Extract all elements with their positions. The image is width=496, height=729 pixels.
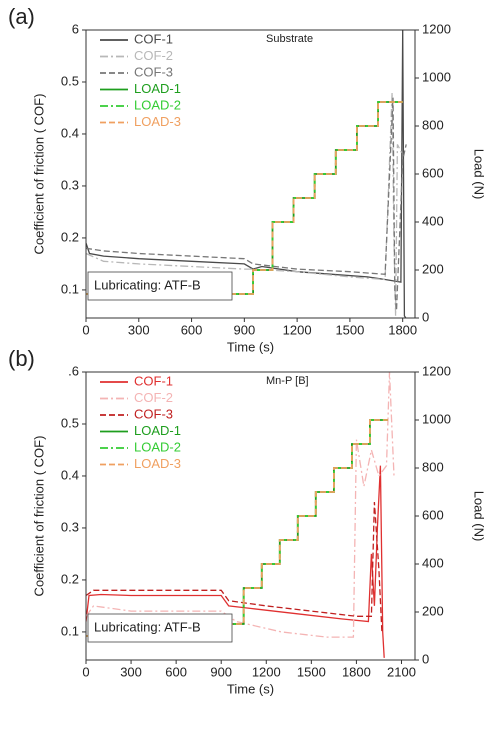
panel-label: (a): [8, 4, 35, 29]
legend-label: LOAD-3: [134, 456, 181, 471]
y-tick-label: 0.4: [61, 467, 79, 482]
x-axis-label: Time (s): [227, 339, 274, 354]
y2-tick-label: 1000: [422, 411, 451, 426]
legend-label: LOAD-2: [134, 439, 181, 454]
x-tick-label: 900: [233, 322, 255, 337]
series-line: [86, 92, 404, 316]
annotation: Lubricating: ATF-B: [94, 619, 201, 634]
y-tick-label: 0.3: [61, 519, 79, 534]
y-tick-label: 0.5: [61, 415, 79, 430]
y-tick-label: 0.5: [61, 73, 79, 88]
x-tick-label: 300: [128, 322, 150, 337]
y2-tick-label: 800: [422, 117, 444, 132]
series-line: [86, 101, 403, 295]
panel-title: Substrate: [266, 33, 313, 45]
y-tick-label: 6: [72, 21, 79, 36]
plot-lines: [86, 372, 395, 658]
y-tick-label: 0.1: [61, 623, 79, 638]
legend-label: COF-2: [134, 48, 173, 63]
legend-label: COF-3: [134, 406, 173, 421]
x-tick-label: 300: [120, 664, 142, 679]
y-tick-label: 0.3: [61, 177, 79, 192]
y-tick-label: 0.2: [61, 229, 79, 244]
series-line: [86, 419, 388, 637]
legend-label: LOAD-3: [134, 114, 181, 129]
y2-tick-label: 600: [422, 507, 444, 522]
series-line: [86, 501, 383, 632]
y-tick-label: 0.4: [61, 125, 79, 140]
plot-lines: [86, 30, 407, 318]
x-tick-label: 2100: [387, 664, 416, 679]
y-tick-label: 0.1: [61, 281, 79, 296]
x-tick-label: 1500: [297, 664, 326, 679]
y2-tick-label: 0: [422, 309, 429, 324]
series-line: [86, 419, 388, 637]
x-tick-label: 600: [165, 664, 187, 679]
panel-label: (b): [8, 346, 35, 371]
annotation-box: [87, 613, 233, 643]
y2-tick-label: 1200: [422, 363, 451, 378]
panel-title: Mn-P [B]: [266, 375, 309, 387]
series-line: [86, 419, 388, 637]
y2-tick-label: 800: [422, 459, 444, 474]
legend-label: LOAD-2: [134, 97, 181, 112]
y-axis-label: Coefficient of friction ( COF): [31, 436, 46, 597]
legend-label: COF-1: [134, 373, 173, 388]
x-tick-label: 1200: [252, 664, 281, 679]
plot-frame: [85, 371, 416, 661]
y-tick-label: 0.2: [61, 571, 79, 586]
x-tick-label: 900: [210, 664, 232, 679]
y2-axis-label: Load (N): [472, 149, 487, 200]
legend-label: COF-3: [134, 64, 173, 79]
series-line: [86, 372, 395, 638]
y2-tick-label: 600: [422, 165, 444, 180]
x-tick-label: 0: [82, 322, 89, 337]
legend-label: COF-1: [134, 31, 173, 46]
series-line: [86, 465, 385, 658]
series-line: [86, 97, 407, 311]
x-tick-label: 1800: [388, 322, 417, 337]
y2-tick-label: 1200: [422, 21, 451, 36]
x-tick-label: 1200: [283, 322, 312, 337]
series-line: [86, 101, 403, 295]
y2-tick-label: 400: [422, 213, 444, 228]
y2-tick-label: 200: [422, 603, 444, 618]
legend-label: LOAD-1: [134, 81, 181, 96]
y2-axis-label: Load (N): [472, 491, 487, 542]
x-tick-label: 1500: [335, 322, 364, 337]
x-tick-label: 0: [82, 664, 89, 679]
x-tick-label: 600: [181, 322, 203, 337]
annotation-box: [87, 271, 233, 301]
legend-label: LOAD-1: [134, 423, 181, 438]
y2-tick-label: 200: [422, 261, 444, 276]
x-tick-label: 1800: [342, 664, 371, 679]
x-axis-label: Time (s): [227, 681, 274, 696]
legend-label: COF-2: [134, 390, 173, 405]
y2-tick-label: 0: [422, 651, 429, 666]
annotation: Lubricating: ATF-B: [94, 277, 201, 292]
series-line: [86, 101, 403, 295]
y2-tick-label: 400: [422, 555, 444, 570]
y-axis-label: Coefficient of friction ( COF): [31, 94, 46, 255]
y-tick-label: .6: [68, 363, 79, 378]
plot-frame: [85, 29, 416, 319]
y2-tick-label: 1000: [422, 69, 451, 84]
